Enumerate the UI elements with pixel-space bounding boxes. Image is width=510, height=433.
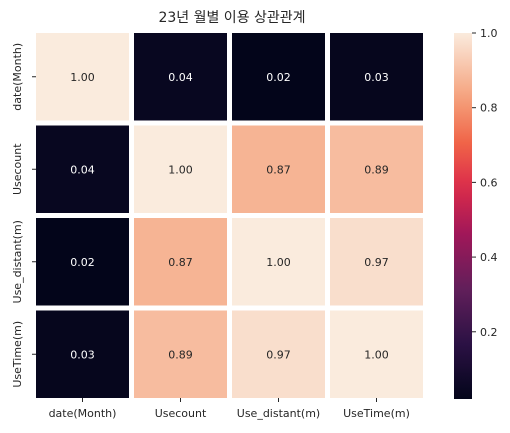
cell-label: 1.00 — [266, 256, 291, 269]
cell-label: 0.04 — [168, 71, 193, 84]
colorbar-gradient — [454, 33, 472, 399]
heatmap-cell — [330, 125, 423, 213]
heatmap-cells: 1.00 0.04 0.02 0.03 0.04 1.00 0.87 0.89 0.02 0.87… — [36, 33, 423, 398]
row-labels: date(Month) Usecount Use_distant(m) UseTime… — [11, 43, 36, 388]
heatmap-cell — [134, 33, 227, 121]
chart-title: 23년 월별 이용 상관관계 — [158, 10, 305, 26]
colorbar: 0.2 0.4 0.6 0.8 1.0 — [454, 27, 498, 399]
cell-label: 1.00 — [168, 163, 193, 176]
heatmap-cell — [232, 310, 325, 398]
heatmap-cell — [232, 218, 325, 306]
cell-label: 1.00 — [364, 348, 389, 361]
cell-label: 1.00 — [70, 71, 95, 84]
colorbar-tick-label: 0.8 — [480, 102, 498, 115]
column-label: Usecount — [155, 407, 207, 420]
cell-label: 0.03 — [364, 71, 389, 84]
cell-label: 0.04 — [70, 163, 95, 176]
heatmap-cell — [330, 218, 423, 306]
column-labels: date(Month) Usecount Use_distant(m) UseTime… — [49, 398, 410, 420]
heatmap-cell — [134, 310, 227, 398]
colorbar-tick-label: 0.6 — [480, 176, 498, 189]
cell-label: 0.02 — [266, 71, 291, 84]
heatmap-cell — [330, 33, 423, 121]
colorbar-tick-label: 0.2 — [480, 326, 498, 339]
column-label: date(Month) — [49, 407, 117, 420]
cell-label: 0.89 — [364, 163, 389, 176]
colorbar-tick-label: 1.0 — [480, 27, 498, 40]
heatmap-cell — [232, 125, 325, 213]
heatmap-cell — [134, 125, 227, 213]
cell-label: 0.03 — [70, 348, 95, 361]
heatmap-cell — [36, 310, 129, 398]
cell-label: 0.87 — [266, 163, 291, 176]
row-label: Use_distant(m) — [11, 220, 24, 303]
cell-label: 0.97 — [266, 348, 291, 361]
heatmap-cell — [36, 125, 129, 213]
column-label: Use_distant(m) — [237, 407, 320, 420]
row-label: UseTime(m) — [11, 321, 24, 388]
heatmap-cell — [330, 310, 423, 398]
colorbar-tick-label: 0.4 — [480, 251, 498, 264]
cell-label: 0.02 — [70, 256, 95, 269]
heatmap-cell — [134, 218, 227, 306]
row-label: date(Month) — [11, 43, 24, 111]
column-label: UseTime(m) — [343, 407, 410, 420]
cell-label: 0.87 — [168, 256, 193, 269]
cell-label: 0.97 — [364, 256, 389, 269]
heatmap-cell — [232, 33, 325, 121]
row-label: Usecount — [11, 143, 24, 195]
heatmap-cell — [36, 33, 129, 121]
heatmap-cell — [36, 218, 129, 306]
cell-label: 0.89 — [168, 348, 193, 361]
